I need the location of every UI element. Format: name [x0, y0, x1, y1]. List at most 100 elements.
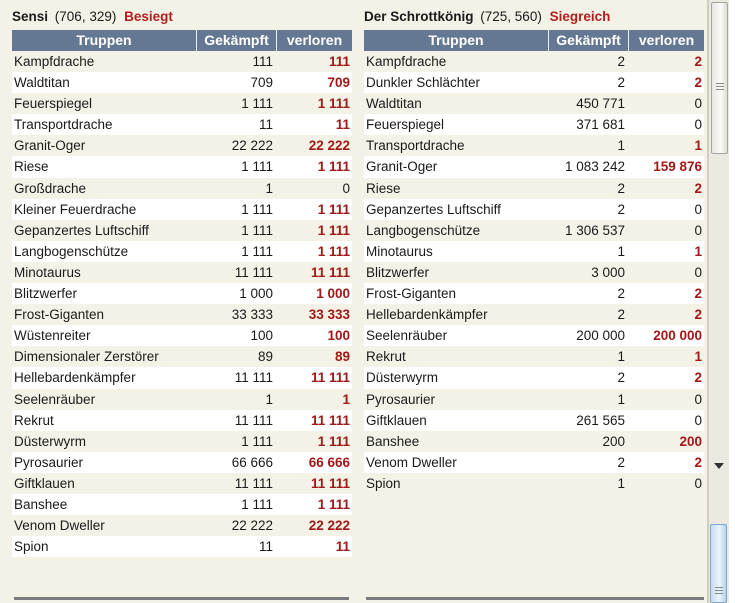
unit-name: Dimensionaler Zerstörer — [12, 346, 197, 367]
fought-count: 2 — [549, 72, 629, 93]
fought-count: 89 — [197, 346, 277, 367]
player-coordinates[interactable]: (706, 329) — [55, 9, 117, 24]
scroll-thumb[interactable] — [711, 2, 728, 154]
lost-count: 1 111 — [277, 199, 352, 220]
lost-count: 11 — [277, 114, 352, 135]
scroll-thumb-secondary[interactable] — [710, 524, 727, 603]
fought-count: 2 — [549, 199, 629, 220]
unit-name: Granit-Oger — [12, 135, 197, 156]
column-lost: verloren — [277, 30, 352, 51]
lost-count: 0 — [629, 262, 704, 283]
fought-count: 1 — [549, 389, 629, 410]
table-row: Minotaurus 1 1 — [364, 241, 704, 262]
unit-name: Minotaurus — [364, 241, 549, 262]
lost-count: 1 111 — [277, 431, 352, 452]
unit-name: Rekrut — [12, 410, 197, 431]
unit-name: Rekrut — [364, 346, 549, 367]
unit-name: Seelenräuber — [12, 389, 197, 410]
lost-count: 0 — [629, 389, 704, 410]
lost-count: 22 222 — [277, 515, 352, 536]
fought-count: 1 111 — [197, 93, 277, 114]
fought-count: 261 565 — [549, 410, 629, 431]
fought-count: 1 — [549, 346, 629, 367]
lost-count: 200 000 — [629, 325, 704, 346]
column-troops: Truppen — [12, 30, 197, 51]
fought-count: 1 083 242 — [549, 156, 629, 177]
unit-name: Venom Dweller — [364, 452, 549, 473]
table-row: Transportdrache 1 1 — [364, 135, 704, 156]
unit-name: Kampfdrache — [12, 51, 197, 72]
lost-count: 159 876 — [629, 156, 704, 177]
table-row: Spion 1 0 — [364, 473, 704, 494]
table-row: Hellebardenkämpfer 11 111 11 111 — [12, 367, 352, 388]
lost-count: 2 — [629, 178, 704, 199]
unit-name: Pyrosaurier — [12, 452, 197, 473]
vertical-scrollbar[interactable] — [708, 0, 729, 603]
arrow-down-icon[interactable] — [714, 463, 724, 469]
table-row: Blitzwerfer 1 000 1 000 — [12, 283, 352, 304]
lost-count: 1 — [277, 389, 352, 410]
table-row: Langbogenschütze 1 306 537 0 — [364, 220, 704, 241]
table-row: Düsterwyrm 1 111 1 111 — [12, 431, 352, 452]
fought-count: 1 000 — [197, 283, 277, 304]
unit-name: Granit-Oger — [364, 156, 549, 177]
unit-name: Seelenräuber — [364, 325, 549, 346]
lost-count: 0 — [629, 93, 704, 114]
unit-name: Banshee — [12, 494, 197, 515]
unit-name: Langbogenschütze — [364, 220, 549, 241]
unit-name: Spion — [364, 473, 549, 494]
table-header: Truppen Gekämpft verloren — [364, 30, 704, 51]
fought-count: 709 — [197, 72, 277, 93]
battle-report-frame: Sensi (706, 329) Besiegt Truppen Gekämpf… — [0, 0, 708, 603]
player-coordinates[interactable]: (725, 560) — [480, 9, 542, 24]
fought-count: 1 111 — [197, 431, 277, 452]
column-troops: Truppen — [364, 30, 549, 51]
lost-count: 111 — [277, 51, 352, 72]
unit-name: Waldtitan — [364, 93, 549, 114]
table-row: Waldtitan 450 771 0 — [364, 93, 704, 114]
table-row: Kampfdrache 111 111 — [12, 51, 352, 72]
table-row: Waldtitan 709 709 — [12, 72, 352, 93]
defender-panel: Sensi (706, 329) Besiegt Truppen Gekämpf… — [12, 0, 352, 557]
fought-count: 2 — [549, 283, 629, 304]
table-row: Frost-Giganten 2 2 — [364, 283, 704, 304]
fought-count: 1 111 — [197, 156, 277, 177]
lost-count: 1 111 — [277, 494, 352, 515]
lost-count: 2 — [629, 51, 704, 72]
fought-count: 66 666 — [197, 452, 277, 473]
table-row: Feuerspiegel 371 681 0 — [364, 114, 704, 135]
lost-count: 100 — [277, 325, 352, 346]
lost-count: 1 111 — [277, 220, 352, 241]
table-row: Gepanzertes Luftschiff 1 111 1 111 — [12, 220, 352, 241]
lost-count: 0 — [629, 199, 704, 220]
table-row: Venom Dweller 2 2 — [364, 452, 704, 473]
fought-count: 1 111 — [197, 241, 277, 262]
table-row: Langbogenschütze 1 111 1 111 — [12, 241, 352, 262]
lost-count: 11 111 — [277, 262, 352, 283]
unit-name: Wüstenreiter — [12, 325, 197, 346]
lost-count: 1 000 — [277, 283, 352, 304]
fought-count: 111 — [197, 51, 277, 72]
column-lost: verloren — [629, 30, 704, 51]
player-name[interactable]: Sensi — [12, 9, 48, 24]
fought-count: 11 111 — [197, 410, 277, 431]
unit-name: Kleiner Feuerdrache — [12, 199, 197, 220]
battle-status: Siegreich — [550, 9, 611, 24]
unit-name: Giftklauen — [12, 473, 197, 494]
unit-name: Blitzwerfer — [12, 283, 197, 304]
table-header: Truppen Gekämpft verloren — [12, 30, 352, 51]
table-row: Pyrosaurier 66 666 66 666 — [12, 452, 352, 473]
fought-count: 11 — [197, 536, 277, 557]
lost-count: 11 — [277, 536, 352, 557]
lost-count: 22 222 — [277, 135, 352, 156]
table-row: Riese 1 111 1 111 — [12, 156, 352, 177]
fought-count: 33 333 — [197, 304, 277, 325]
fought-count: 1 — [549, 241, 629, 262]
table-row: Granit-Oger 22 222 22 222 — [12, 135, 352, 156]
unit-name: Hellebardenkämpfer — [12, 367, 197, 388]
troop-table: Kampfdrache 2 2 Dunkler Schlächter 2 2 Waldtit… — [364, 51, 704, 494]
unit-name: Feuerspiegel — [364, 114, 549, 135]
table-row: Kleiner Feuerdrache 1 111 1 111 — [12, 199, 352, 220]
fought-count: 1 306 537 — [549, 220, 629, 241]
player-name[interactable]: Der Schrottkönig — [364, 9, 474, 24]
